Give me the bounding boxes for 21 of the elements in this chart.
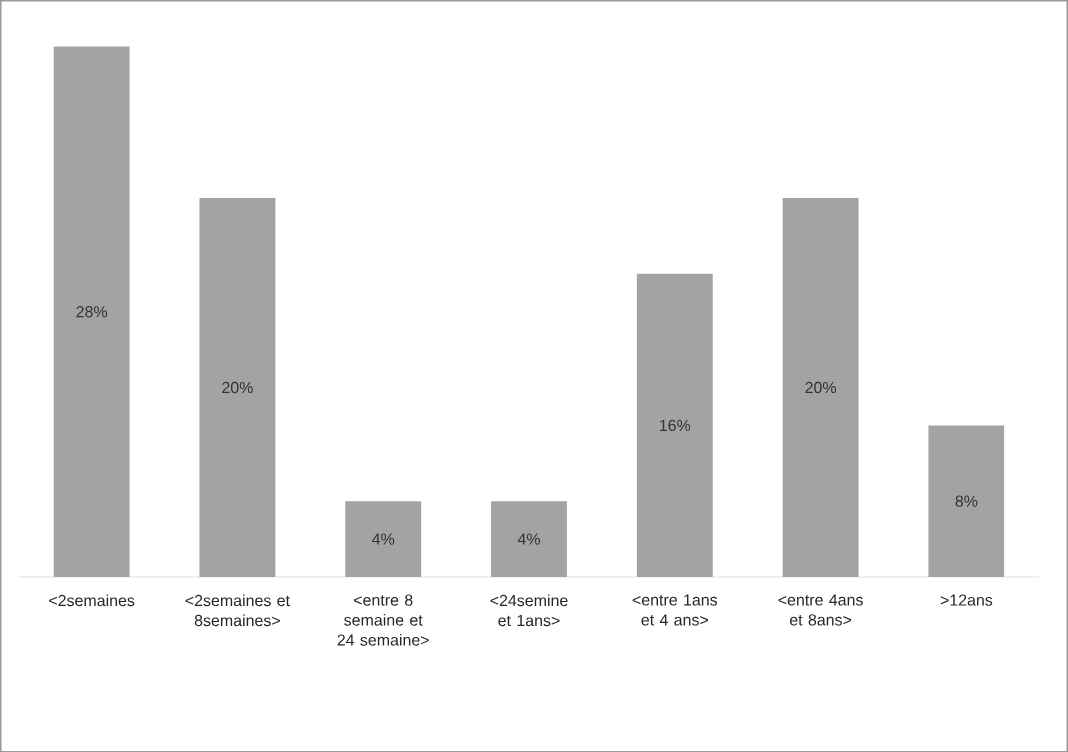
data-label: 8% xyxy=(955,495,978,507)
bar xyxy=(345,500,422,577)
bar xyxy=(782,197,859,577)
data-label: 20% xyxy=(222,381,253,393)
bar xyxy=(636,273,713,577)
data-label: 4% xyxy=(517,533,540,545)
data-label: 16% xyxy=(660,419,691,431)
x-tick-label: <entre 4ans et 8ans> xyxy=(778,594,863,626)
data-label: 4% xyxy=(372,533,395,545)
bar xyxy=(491,500,567,577)
data-label: 28% xyxy=(76,305,108,318)
data-label: 20% xyxy=(805,381,837,393)
bar xyxy=(53,46,130,577)
x-tick-label: <entre 1ans et 4 ans> xyxy=(632,594,718,626)
x-tick-label: <2semaines xyxy=(49,594,135,606)
bar xyxy=(928,425,1005,577)
x-tick-label: <entre 8 semaine et 24 semaine> xyxy=(337,594,429,646)
bar xyxy=(199,197,276,577)
x-tick-label: <2semaines et 8semaines> xyxy=(185,594,290,626)
x-tick-label: <24semine et 1ans> xyxy=(490,594,568,626)
x-tick-label: >12ans xyxy=(940,594,993,606)
